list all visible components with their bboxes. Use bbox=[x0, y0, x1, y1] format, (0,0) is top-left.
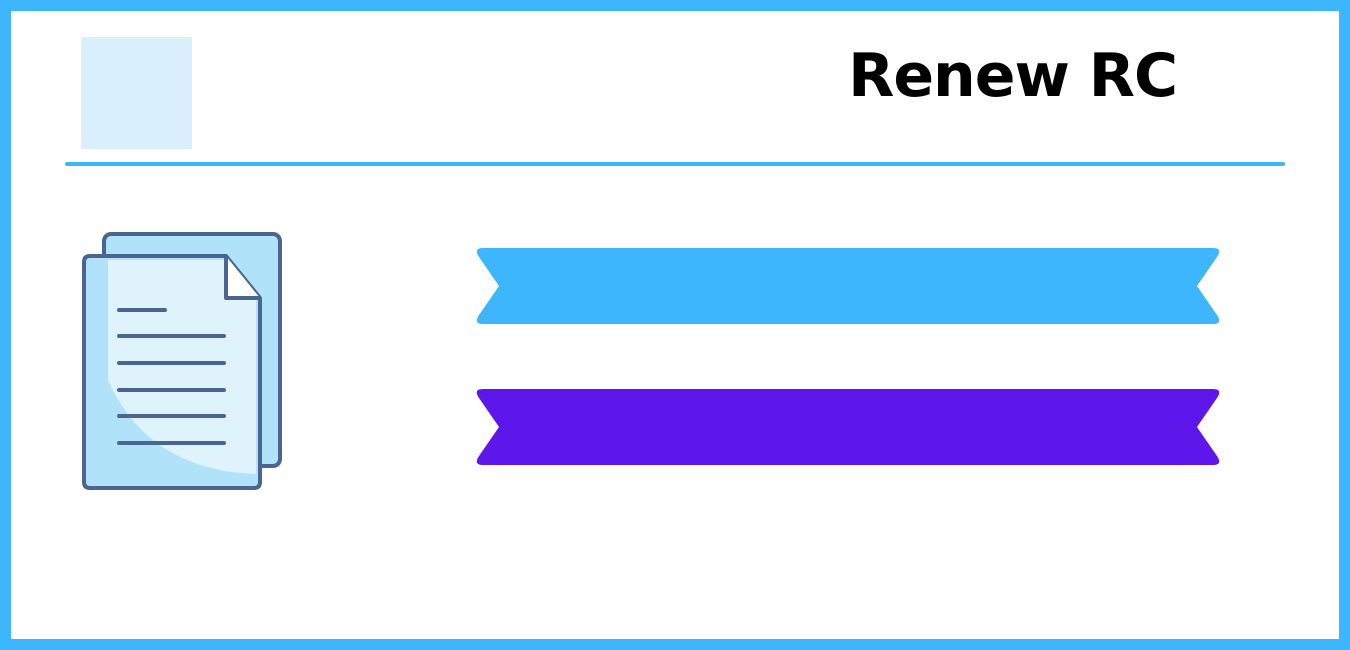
header-divider bbox=[65, 162, 1285, 166]
page-title: Renew RC bbox=[848, 41, 1178, 111]
document-copy-icon bbox=[78, 230, 288, 495]
ribbon-banner-1 bbox=[475, 247, 1221, 325]
ribbon-banner-2 bbox=[475, 388, 1221, 466]
logo-placeholder bbox=[81, 37, 192, 149]
